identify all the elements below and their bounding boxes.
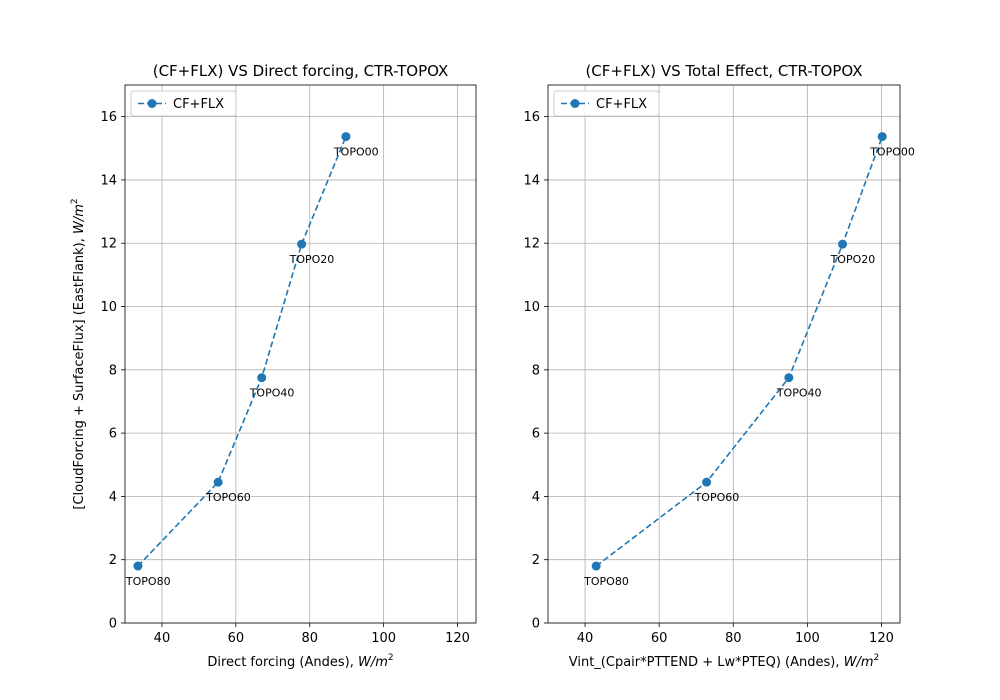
legend-marker (570, 99, 580, 108)
y-tick-label: 12 (523, 237, 540, 252)
chart-panel-2: 40 60 80 100 120 0 2 4 6 8 10 12 14 16 TOPO80 TOPO60 TOP… (523, 62, 914, 670)
y-tick-label: 10 (100, 300, 117, 315)
point-label: TOPO20 (289, 253, 335, 266)
data-point (341, 132, 351, 142)
legend: CF+FLX (130, 90, 237, 117)
point-label: TOPO40 (249, 387, 295, 400)
legend-label: CF+FLX (173, 97, 224, 112)
point-label: TOPO80 (125, 575, 171, 588)
chart-title: (CF+FLX) VS Total Effect, CTR-TOPOX (585, 62, 862, 80)
axes-frame (547, 84, 901, 624)
y-tick-label: 4 (532, 490, 540, 505)
y-tick-label: 6 (532, 427, 540, 442)
y-tick-label: 2 (532, 553, 540, 568)
data-point (784, 373, 794, 383)
y-tick-label: 8 (532, 363, 540, 378)
point-label: TOPO80 (583, 575, 629, 588)
data-point (133, 561, 143, 571)
x-tick-label: 60 (651, 631, 668, 646)
data-point (297, 239, 307, 249)
x-tick-label: 60 (228, 631, 245, 646)
point-label: TOPO20 (830, 253, 876, 266)
y-tick-label: 16 (523, 110, 540, 125)
y-tick-label: 6 (109, 427, 117, 442)
y-tick-label: 8 (109, 363, 117, 378)
legend-box (553, 90, 660, 117)
x-tick-label: 80 (301, 631, 318, 646)
y-tick-label: 0 (532, 617, 540, 632)
x-tick-label: 120 (869, 631, 894, 646)
chart-title: (CF+FLX) VS Direct forcing, CTR-TOPOX (153, 62, 449, 80)
y-axis-label: [CloudForcing + SurfaceFlux] (EastFlank)… (70, 198, 87, 509)
y-tick-label: 2 (109, 553, 117, 568)
point-label: TOPO00 (333, 146, 379, 159)
data-point (257, 373, 267, 383)
x-tick-label: 100 (795, 631, 820, 646)
data-point (702, 477, 712, 487)
y-tick-label: 14 (523, 173, 540, 188)
x-tick-label: 100 (371, 631, 396, 646)
point-label: TOPO00 (869, 146, 915, 159)
data-point (838, 239, 848, 249)
x-axis-label: Vint_(Cpair*PTTEND + Lw*PTEQ) (Andes), W… (569, 653, 880, 670)
legend-box (130, 90, 237, 117)
y-tick-label: 0 (109, 617, 117, 632)
data-point (877, 132, 887, 142)
legend-label: CF+FLX (596, 97, 647, 112)
x-tick-label: 40 (577, 631, 594, 646)
y-tick-label: 4 (109, 490, 117, 505)
data-point (591, 561, 601, 571)
point-label: TOPO60 (694, 491, 740, 504)
y-tick-label: 14 (100, 173, 117, 188)
x-tick-label: 80 (725, 631, 742, 646)
x-axis-label: Direct forcing (Andes), W/m2 (207, 653, 393, 670)
x-tick-label: 120 (445, 631, 470, 646)
axes-frame (124, 84, 477, 624)
point-label: TOPO40 (776, 387, 822, 400)
point-label: TOPO60 (205, 491, 251, 504)
y-tick-label: 16 (100, 110, 117, 125)
legend-marker (147, 99, 157, 108)
y-tick-label: 12 (100, 237, 117, 252)
data-point (213, 477, 223, 487)
chart-panel-1: 40 60 80 100 120 0 2 4 6 8 10 12 14 16 TOPO80 TOPO60 TOP… (70, 62, 477, 670)
y-tick-label: 10 (523, 300, 540, 315)
legend: CF+FLX (553, 90, 660, 117)
x-tick-label: 40 (154, 631, 171, 646)
